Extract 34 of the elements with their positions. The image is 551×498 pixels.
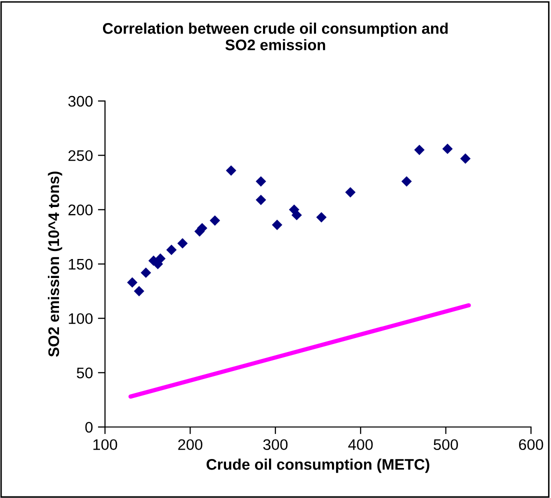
point xyxy=(155,253,166,264)
point xyxy=(401,176,412,187)
point xyxy=(316,212,327,222)
point xyxy=(166,244,177,256)
x-tick-label: 200 xyxy=(178,439,202,450)
point xyxy=(272,220,282,230)
x-tick-label: 100 xyxy=(93,439,118,450)
point xyxy=(127,277,138,288)
y-tick-label: 100 xyxy=(68,313,93,324)
point xyxy=(442,144,453,154)
y-tick-label: 50 xyxy=(76,368,93,378)
point xyxy=(256,176,266,187)
point xyxy=(134,286,144,296)
point xyxy=(345,187,356,198)
y-tick-label: 200 xyxy=(68,204,93,216)
y-tick-label: 250 xyxy=(68,150,93,162)
point xyxy=(256,194,266,206)
y-tick-label: 150 xyxy=(68,258,93,270)
x-tick-label: 600 xyxy=(519,439,544,450)
point xyxy=(460,153,471,164)
y-axis-title: SO2 emission (10^4 tons) xyxy=(48,172,62,357)
x-tick-label: 300 xyxy=(263,439,288,450)
x-tick-label: 500 xyxy=(434,439,458,450)
y-tick-label: 300 xyxy=(68,96,93,107)
y-tick-label: 0 xyxy=(85,422,93,433)
x-tick-label: 400 xyxy=(348,439,373,450)
point xyxy=(292,210,302,220)
point xyxy=(140,267,152,278)
point xyxy=(210,215,220,226)
point xyxy=(414,144,425,156)
point xyxy=(177,238,188,249)
chart-title: Correlation between crude oil consumption and SO2 emission xyxy=(102,22,448,50)
point xyxy=(226,165,236,176)
x-axis-title: Crude oil consumption (METC) xyxy=(206,458,430,473)
